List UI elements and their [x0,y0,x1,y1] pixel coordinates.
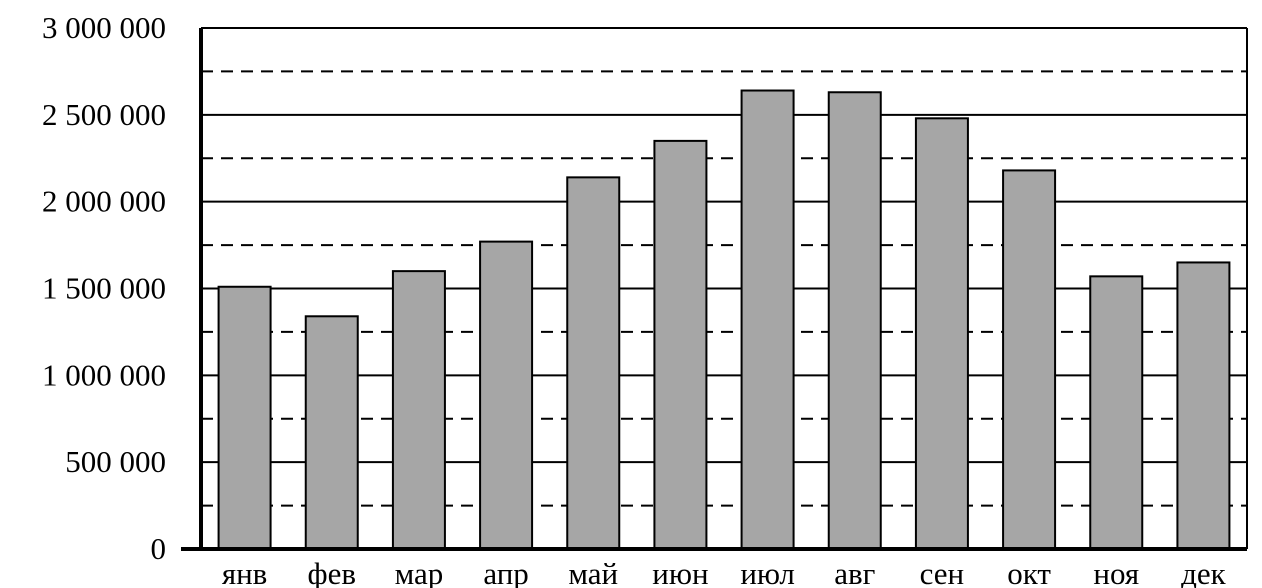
x-tick-label-дек: дек [1181,556,1227,588]
x-tick-label-фев: фев [308,556,356,588]
bar-фев [304,315,359,550]
y-tick-label: 0 [151,531,167,566]
bar-май [566,176,621,550]
grid-lines [201,27,1247,507]
bar-июн [653,139,708,550]
y-tick-label: 2 000 000 [42,184,166,219]
bar-окт [1002,169,1057,550]
y-tick-label: 2 500 000 [42,97,166,132]
bar-сен [914,117,969,550]
x-tick-label-ноя: ноя [1093,556,1139,588]
bar-мар [391,270,446,550]
y-tick-label: 1 000 000 [42,357,166,392]
x-tick-label-мар: мар [395,556,444,588]
x-tick-label-июн: июн [652,556,708,588]
axes [181,28,1248,551]
y-tick-labels: 0 500 000 1 000 000 1 500 000 2 000 000 2 500… [42,10,166,566]
bar-апр [479,240,534,551]
y-tick-label: 1 500 000 [42,271,166,306]
x-tick-label-авг: авг [834,556,875,588]
x-tick-label-окт: окт [1007,556,1051,588]
x-tick-label-апр: апр [483,556,528,588]
x-tick-labels: янв фев мар апр май июн июл авг сен окт ноя дек [222,556,1227,588]
bar-авг [827,91,882,551]
x-tick-label-янв: янв [222,556,268,588]
bar-дек [1176,261,1231,550]
bar-ноя [1089,275,1144,550]
bars [217,89,1231,551]
x-tick-label-июл: июл [740,556,794,588]
y-tick-label: 3 000 000 [42,10,166,45]
x-tick-label-сен: сен [920,556,965,588]
x-tick-label-май: май [568,556,618,588]
bar-июл [740,89,795,551]
y-tick-label: 500 000 [65,444,166,479]
bar-янв [217,285,272,550]
